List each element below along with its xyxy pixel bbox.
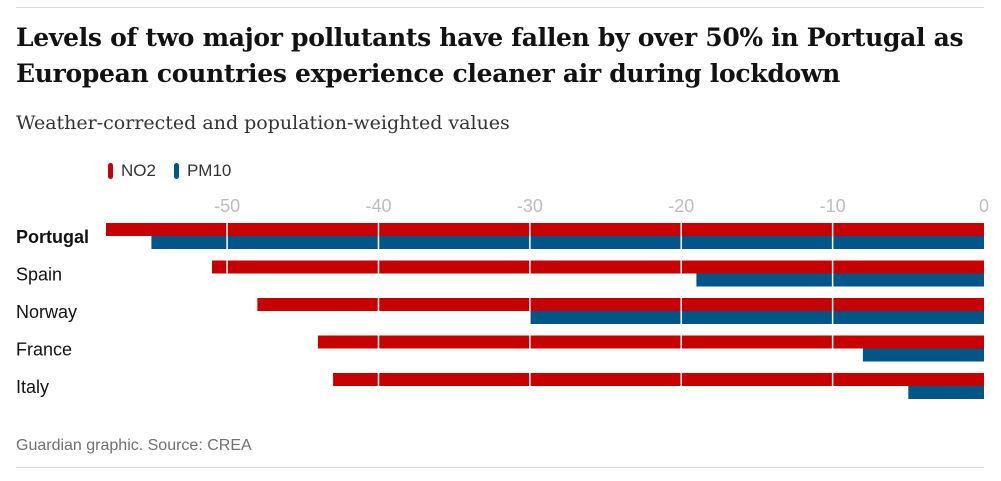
bar-no2 xyxy=(106,223,984,236)
bar-pm10 xyxy=(529,311,984,324)
category-label: Portugal xyxy=(16,227,89,247)
bar-no2 xyxy=(257,298,985,311)
x-tick-label: -40 xyxy=(365,196,391,216)
category-label: Norway xyxy=(16,302,77,322)
x-tick-label: -30 xyxy=(517,196,543,216)
legend-label-pm10: PM10 xyxy=(186,161,232,180)
x-tick-label: -10 xyxy=(820,196,846,216)
bar-no2 xyxy=(317,335,984,349)
bottom-rule xyxy=(16,467,984,468)
legend-swatch-pm10 xyxy=(173,163,179,179)
bar-chart: -50 -40 -30 -20 -10 0 Portugal Spain Norway Franc… xyxy=(16,196,989,399)
bar-no2 xyxy=(333,373,984,386)
x-tick-label: -50 xyxy=(214,196,240,216)
chart-subtitle: Weather-corrected and population-weighte… xyxy=(16,112,510,134)
legend-label-no2: NO2 xyxy=(121,161,156,180)
bar-pm10 xyxy=(696,273,984,287)
category-label: Spain xyxy=(16,265,62,285)
top-rule xyxy=(16,7,984,8)
legend-swatch-no2 xyxy=(108,163,113,179)
bar-pm10 xyxy=(862,348,984,362)
bar-no2 xyxy=(211,260,984,274)
bar-pm10 xyxy=(908,386,984,399)
chart-title: Levels of two major pollutants have fall… xyxy=(16,23,964,88)
source-note: Guardian graphic. Source: CREA xyxy=(16,437,252,454)
legend-item-pm10: PM10 xyxy=(173,161,232,181)
x-tick-label: 0 xyxy=(979,196,989,216)
category-label: Italy xyxy=(16,377,49,397)
category-label: France xyxy=(16,340,72,360)
legend-item-no2: NO2 xyxy=(108,161,156,181)
x-tick-label: -20 xyxy=(668,196,694,216)
bar-pm10 xyxy=(151,236,984,249)
legend: NO2 PM10 xyxy=(108,160,249,182)
